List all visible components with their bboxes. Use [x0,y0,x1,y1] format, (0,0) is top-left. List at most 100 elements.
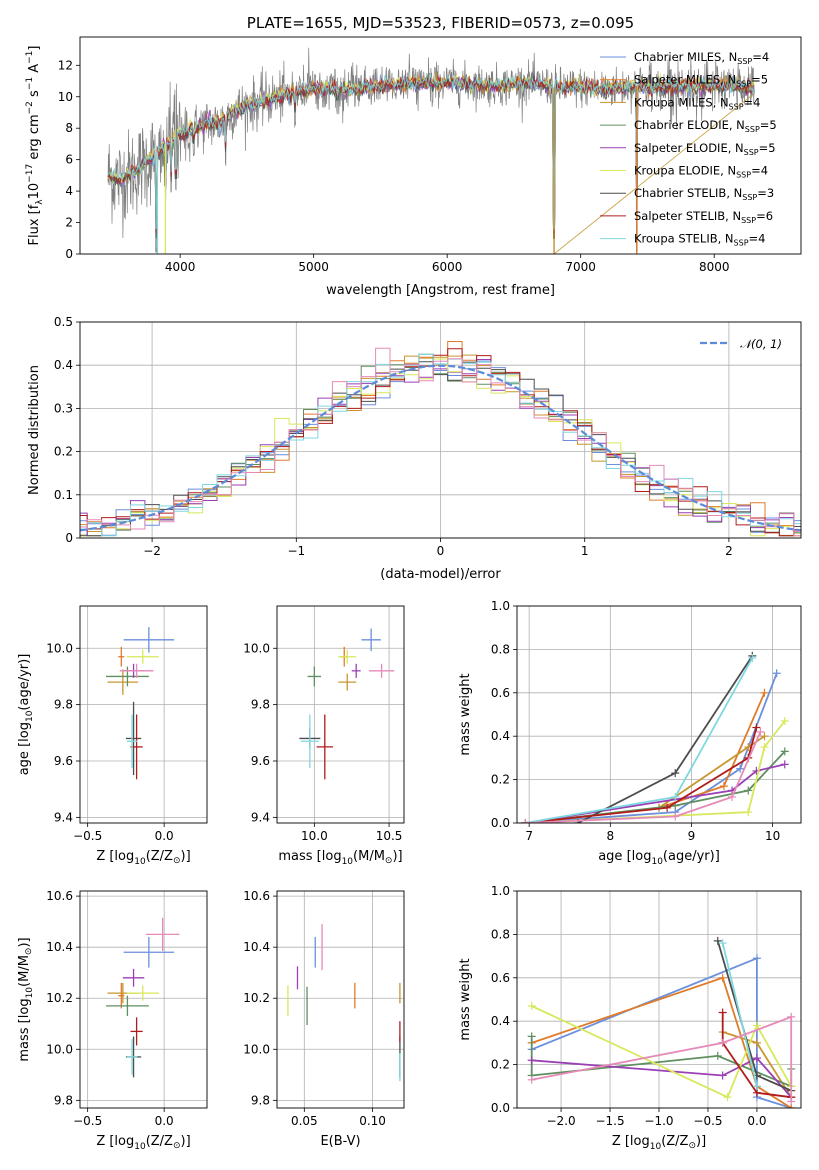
y-tick-label: 9.8 [54,698,73,712]
mass-weight-marker [787,1097,796,1106]
x-tick-label: 9 [688,829,696,843]
errorbar-point [122,968,145,987]
mass-weight-marker [752,723,761,732]
mass-weight-marker [527,1075,536,1084]
y-tick-label: 0.8 [491,642,510,656]
errorbar-point [118,646,125,667]
y-tick-label: 1.0 [491,884,510,898]
x-axis-label: Z [log10(Z/Z⊙)] [96,1134,190,1152]
errorbar-point [300,714,319,769]
x-tick-label: 10 [765,829,780,843]
plot-area [299,628,395,780]
x-axis-label: age [log10(age/yr)] [598,849,720,867]
x-tick-label: 0.0 [747,1114,766,1128]
errorbar-point [106,995,149,1017]
legend-label: Chabrier ELODIE, NSSP=5 [634,118,777,134]
mass-weight-line [531,1015,793,1102]
x-tick-label: −1 [287,544,305,558]
mass-weight-marker [752,954,761,963]
x-axis-label: E(B-V) [320,1134,360,1149]
y-tick-label: 0.4 [491,1014,510,1028]
mass-weight-marker [718,1008,727,1017]
chart-title: PLATE=1655, MJD=53523, FIBERID=0573, z=0… [247,14,634,32]
mass-weight-marker [671,812,680,821]
errorbar-point [125,701,142,776]
x-tick-label: 0.10 [359,1114,386,1128]
y-tick-label: 10.0 [243,1042,270,1056]
y-tick-label: 10.6 [46,889,73,903]
axes-spectrum: 4000 5000 6000 7000 8000 0 2 4 6 8 10 12 PLATE=1655,… [25,14,802,298]
x-axis-label: wavelength [Angstrom, rest frame] [326,283,555,298]
axes-frame [516,890,802,1109]
mass-weight-marker [663,803,672,812]
legend-label: Salpeter ELODIE, NSSP=5 [634,141,776,157]
mass-weight-marker [744,808,753,817]
legend-label: Kroupa STELIB, NSSP=4 [634,232,765,248]
errorbar-point [126,1039,138,1075]
mass-weight-marker [718,1071,727,1080]
y-tick-label: 0.4 [54,358,73,372]
legend-label: Kroupa ELODIE, NSSP=4 [634,164,768,180]
y-axis-label: mass weight [458,673,473,755]
x-tick-label: −1.0 [644,1114,673,1128]
mass-weight-line [524,763,786,823]
y-tick-label: 9.8 [54,1093,73,1107]
mass-weight-marker [780,760,789,769]
legend-label: Salpeter STELIB, NSSP=6 [634,209,773,225]
x-tick-label: 0 [437,544,445,558]
y-tick-label: 9.4 [54,810,73,824]
mass-weight-marker [527,1002,536,1011]
legend-label: Kroupa MILES, NSSP=4 [634,95,760,111]
y-tick-label: 0.2 [491,1058,510,1072]
y-tick-label: 6 [65,153,73,167]
axes-frame [79,890,208,1109]
mass-weight-marker [521,819,530,823]
mass-weight-marker [752,1082,761,1091]
residual-histogram-line [80,348,801,537]
axes-mass_vs_ebv: 0.05 0.10 9.8 10.0 10.2 10.4 10.6 E(B-V) [243,889,405,1149]
y-axis-label: mass [log10(M/M⊙)] [17,937,35,1061]
axes-residuals: −2 −1 0 1 2 0 0.1 0.2 0.3 0.4 0.5 (data-model)/erro… [27,315,802,582]
y-axis-label: Normed distribution [27,365,42,495]
residual-histogram-line [80,359,801,537]
y-tick-label: 10.2 [46,991,73,1005]
axes-weight_vs_Z: −2.0 −1.5 −1.0 −0.5 0.0 0.0 0.2 0.4 0.6 0.8 1.0 Z [… [458,884,802,1152]
residual-histogram-line [80,353,801,537]
mass-weight-line [525,727,758,823]
x-tick-label: 4000 [165,260,196,274]
axes-weight_vs_age: 7 8 9 10 0.0 0.2 0.4 0.6 0.8 1.0 age [log10(age/yr… [458,599,802,867]
y-tick-label: 9.8 [251,698,270,712]
mass-weight-marker [527,1056,536,1065]
mass-weight-marker [760,743,769,752]
axes-frame [79,321,802,539]
axes-age_vs_Z: −0.5 0.0 9.4 9.6 9.8 10.0 Z [log10(Z/Z⊙)] age [… [17,605,208,867]
errorbar-point [119,663,154,678]
mass-weight-line [525,731,762,823]
y-tick-label: 0.8 [491,927,510,941]
mass-weight-marker [772,669,781,678]
mass-weight-line [531,1005,792,1099]
mass-weight-marker [718,1038,727,1047]
y-tick-label: 12 [58,58,73,72]
mass-weight-marker [760,688,769,697]
errorbar-point [106,666,149,687]
legend-label: Salpeter MILES, NSSP=5 [634,73,768,89]
x-tick-label: 7 [525,829,533,843]
x-tick-label: 0.0 [155,1114,174,1128]
y-tick-label: 10.0 [243,641,270,655]
x-tick-label: 1 [581,544,589,558]
errorbar-point [368,663,395,678]
mass-weight-marker [728,792,737,801]
plot-area [287,924,401,1082]
mass-weight-marker [780,717,789,726]
y-tick-label: 10.2 [243,991,270,1005]
mass-weight-line [531,976,792,1108]
y-axis-label: Flux [fλ10−17 erg cm−2 s−1 A−1] [25,46,45,246]
x-axis-label: mass [log10(M/M⊙)] [278,849,402,867]
x-tick-label: 6000 [432,260,463,274]
mass-weight-marker [723,1093,732,1102]
y-tick-label: 0.2 [491,773,510,787]
axes-frame [276,605,405,824]
x-tick-label: −0.5 [73,1114,102,1128]
